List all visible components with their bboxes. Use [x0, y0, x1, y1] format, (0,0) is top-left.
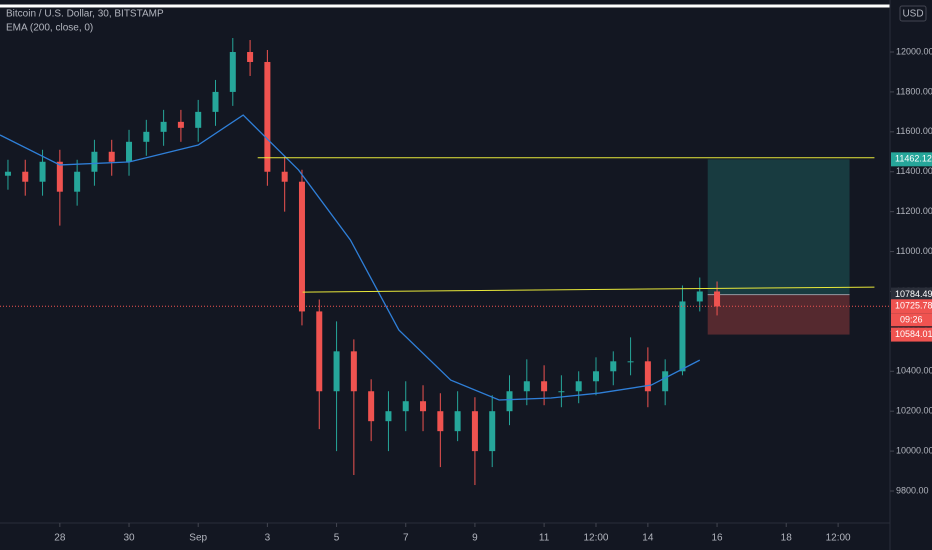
candle-body [592, 371, 599, 382]
candle-body [143, 131, 150, 142]
y-tick-label: 9800.00 [896, 485, 929, 495]
candle-body [74, 171, 81, 192]
candle-body [281, 171, 288, 182]
countdown-bg [891, 313, 932, 327]
candle-body [644, 361, 651, 392]
candle-body [489, 411, 496, 452]
candle-body [212, 91, 219, 112]
currency-label[interactable]: USD [902, 9, 923, 20]
horizontal-line [302, 286, 875, 293]
candle-body [195, 111, 202, 128]
y-tick-label: 11200.00 [896, 206, 932, 216]
candle-body [385, 411, 392, 422]
candle-body [264, 61, 271, 172]
x-tick-label: 12:00 [826, 533, 851, 544]
candle-body [575, 381, 582, 392]
candle-body [316, 311, 323, 392]
candle-body [229, 52, 236, 92]
candle-body [523, 381, 530, 392]
candle-body [247, 52, 254, 62]
chart-title: Bitcoin / U.S. Dollar, 30, BITSTAMP [6, 9, 164, 20]
ema-line [0, 114, 701, 401]
candle-body [368, 391, 375, 422]
x-tick-label: 30 [123, 533, 135, 544]
y-tick-label: 11800.00 [896, 86, 932, 96]
candle-body [437, 411, 444, 432]
candle-body [56, 161, 63, 192]
candle-body [679, 301, 686, 372]
plot-area [0, 38, 890, 486]
y-tick-label: 12000.00 [896, 46, 932, 56]
candle-body [714, 291, 721, 307]
candle-body [298, 181, 305, 312]
x-tick-label: 28 [54, 533, 66, 544]
x-tick-label: 9 [472, 533, 478, 544]
candle-body [91, 151, 98, 172]
candle-body [402, 401, 409, 412]
last-price-label: 10725.78 [895, 301, 932, 311]
x-tick-label: 7 [403, 533, 409, 544]
candle-body [506, 391, 513, 412]
countdown-label: 09:26 [900, 315, 923, 325]
y-tick-label: 11400.00 [896, 166, 932, 176]
x-tick-label: 3 [265, 533, 271, 544]
candle-body [558, 391, 565, 393]
candle-body [420, 401, 427, 412]
indicator-label: EMA (200, close, 0) [6, 23, 93, 34]
y-tick-label: 10200.00 [896, 406, 932, 416]
currency-box[interactable] [899, 5, 927, 22]
entry-price-label: 10784.49 [895, 289, 932, 299]
candle-body [454, 411, 461, 432]
candle-body [177, 121, 184, 128]
candle-body [4, 171, 11, 176]
candle-body [627, 361, 634, 363]
y-tick-label: 11000.00 [896, 246, 932, 256]
candle-body [108, 151, 115, 162]
stop-zone [707, 294, 850, 335]
candle-body [39, 161, 46, 182]
candle-body [160, 121, 167, 132]
x-tick-label: Sep [189, 533, 207, 544]
candle-body [126, 141, 133, 162]
x-tick-label: 5 [334, 533, 340, 544]
y-tick-label: 10400.00 [896, 366, 932, 376]
candle-body [662, 371, 669, 392]
y-tick-label: 11600.00 [896, 126, 932, 136]
stop-price-label: 10584.01 [895, 329, 932, 339]
candle-body [350, 351, 357, 392]
target-price-label-bg [891, 152, 932, 167]
last-price-label-bg [891, 299, 932, 314]
entry-price-label-bg [891, 287, 932, 302]
x-tick-label: 11 [539, 533, 550, 544]
x-tick-label: 16 [711, 533, 723, 544]
target-price-label: 11462.12 [895, 154, 932, 164]
candle-body [610, 361, 617, 372]
y-tick-label: 10000.00 [896, 445, 932, 455]
x-tick-label: 14 [642, 533, 654, 544]
target-zone [707, 159, 850, 295]
x-tick-label: 12:00 [583, 533, 608, 544]
candle-body [541, 381, 548, 392]
stop-price-label-bg [891, 327, 932, 342]
candle-body [471, 411, 478, 452]
x-tick-label: 18 [781, 533, 793, 544]
candle-body [22, 171, 29, 182]
candle-body [333, 351, 340, 392]
candle-body [696, 291, 703, 302]
